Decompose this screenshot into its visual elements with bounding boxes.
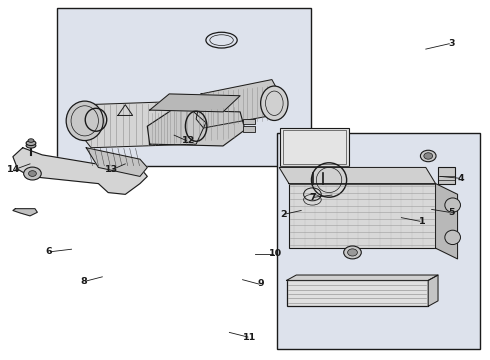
Polygon shape xyxy=(150,94,240,112)
Text: 12: 12 xyxy=(182,136,195,145)
Text: 6: 6 xyxy=(45,247,52,256)
Text: 9: 9 xyxy=(257,279,264,288)
Ellipse shape xyxy=(420,150,436,162)
Text: 10: 10 xyxy=(269,249,282,258)
Ellipse shape xyxy=(28,171,36,176)
Polygon shape xyxy=(81,101,206,148)
Polygon shape xyxy=(287,275,438,280)
Ellipse shape xyxy=(424,153,433,159)
Text: 13: 13 xyxy=(104,165,118,174)
Ellipse shape xyxy=(24,167,41,180)
Polygon shape xyxy=(147,110,245,146)
Ellipse shape xyxy=(28,139,34,142)
Text: 14: 14 xyxy=(7,165,20,174)
Text: 7: 7 xyxy=(309,193,316,202)
Polygon shape xyxy=(13,209,37,216)
Text: 11: 11 xyxy=(243,333,256,342)
Polygon shape xyxy=(86,148,147,176)
Text: 8: 8 xyxy=(80,276,87,285)
Text: 1: 1 xyxy=(418,217,425,226)
Ellipse shape xyxy=(343,246,361,259)
Text: 3: 3 xyxy=(448,39,454,48)
Bar xyxy=(243,119,255,125)
Text: 5: 5 xyxy=(448,208,454,217)
Bar xyxy=(283,130,345,163)
Ellipse shape xyxy=(66,101,103,140)
Text: 2: 2 xyxy=(280,210,287,219)
Bar xyxy=(289,184,436,248)
Bar xyxy=(57,8,311,166)
Ellipse shape xyxy=(26,143,36,148)
Bar xyxy=(438,167,455,184)
Bar xyxy=(280,128,348,166)
Polygon shape xyxy=(279,167,436,184)
Ellipse shape xyxy=(261,86,288,121)
Polygon shape xyxy=(428,275,438,306)
Ellipse shape xyxy=(347,249,357,256)
Ellipse shape xyxy=(445,198,461,212)
Bar xyxy=(277,134,480,348)
Bar xyxy=(287,280,428,306)
Bar xyxy=(243,126,255,132)
Ellipse shape xyxy=(445,230,461,244)
Text: 4: 4 xyxy=(458,174,465,183)
Polygon shape xyxy=(13,148,147,194)
Polygon shape xyxy=(196,80,282,128)
Ellipse shape xyxy=(26,140,36,145)
Polygon shape xyxy=(436,184,458,259)
